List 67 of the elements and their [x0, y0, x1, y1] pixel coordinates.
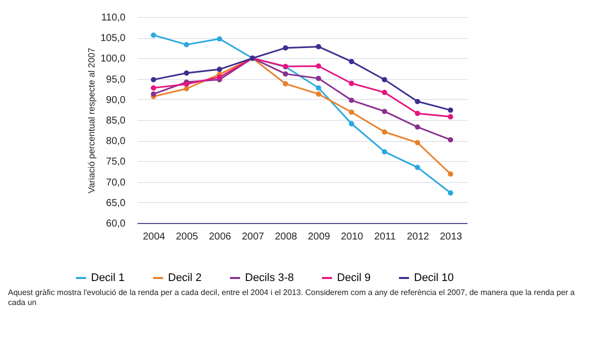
legend-label: Decil 10: [414, 272, 454, 284]
point: [216, 74, 222, 80]
point: [316, 76, 322, 82]
point: [448, 107, 454, 113]
point: [348, 98, 354, 103]
y-tick-label: 110,0: [101, 12, 126, 24]
x-tick-label: 2007: [242, 232, 265, 242]
y-tick-label: 65,0: [106, 198, 126, 209]
point: [348, 121, 354, 126]
x-tick-label: 2006: [208, 232, 232, 242]
y-tick-label: 80,0: [106, 136, 126, 148]
x-tick-label: 2008: [274, 232, 298, 242]
point: [150, 32, 156, 38]
point: [184, 70, 190, 76]
x-tick-label: 2011: [374, 232, 396, 242]
point: [414, 110, 420, 116]
x-tick-label: 2013: [440, 232, 463, 242]
point: [150, 91, 156, 97]
y-tick-label: 70,0: [106, 177, 126, 188]
point: [282, 81, 288, 86]
y-tick-label: 75,0: [106, 156, 126, 168]
legend-label: Decil 2: [168, 272, 202, 284]
y-tick-label: 60,0: [106, 218, 126, 230]
point: [348, 110, 354, 115]
y-tick-label: 95,0: [106, 74, 126, 86]
point: [414, 164, 420, 170]
point: [348, 80, 354, 86]
point: [448, 137, 454, 142]
x-tick-label: 2004: [142, 232, 166, 242]
point: [316, 91, 322, 97]
point: [382, 129, 388, 135]
point: [282, 45, 288, 51]
point: [316, 63, 322, 69]
y-tick-label: 90,0: [106, 94, 126, 106]
legend-label: Decils 3-8: [245, 272, 294, 284]
point: [316, 44, 322, 50]
point: [150, 85, 156, 91]
legend-label: Decil 9: [337, 272, 371, 284]
x-tick-label: 2010: [340, 232, 364, 242]
point: [382, 76, 388, 82]
text: Aquest gràfic mostra l'evolució de la renda per a cada decil, entre el 2004 i el 2013. Considerem com a any de referència el 2007, de manera que la renda per a cada un: [8, 288, 576, 308]
y-axis-title: Variació percentual respecte al 2007: [86, 48, 96, 194]
point: [184, 82, 190, 87]
point: [448, 171, 454, 177]
point: [382, 149, 388, 154]
point: [348, 58, 354, 64]
y-tick-label: 105,0: [100, 33, 126, 44]
point: [150, 76, 156, 82]
point: [216, 36, 222, 42]
point: [382, 90, 388, 96]
point: [282, 71, 288, 76]
y-tick-label: 85,0: [106, 116, 126, 126]
x-tick-label: 2005: [176, 232, 199, 242]
point: [184, 86, 190, 92]
point: [316, 85, 322, 91]
point: [414, 98, 420, 104]
x-tick-label: 2009: [308, 232, 331, 242]
x-tick-label: 2012: [406, 232, 430, 242]
y-tick-label: 100,0: [100, 54, 126, 65]
point: [414, 124, 420, 130]
legend-label: Decil 1: [91, 272, 125, 284]
point: [448, 190, 454, 196]
point: [382, 108, 388, 114]
point: [448, 114, 454, 120]
point: [216, 66, 222, 72]
point: [184, 42, 190, 48]
point: [414, 140, 420, 146]
